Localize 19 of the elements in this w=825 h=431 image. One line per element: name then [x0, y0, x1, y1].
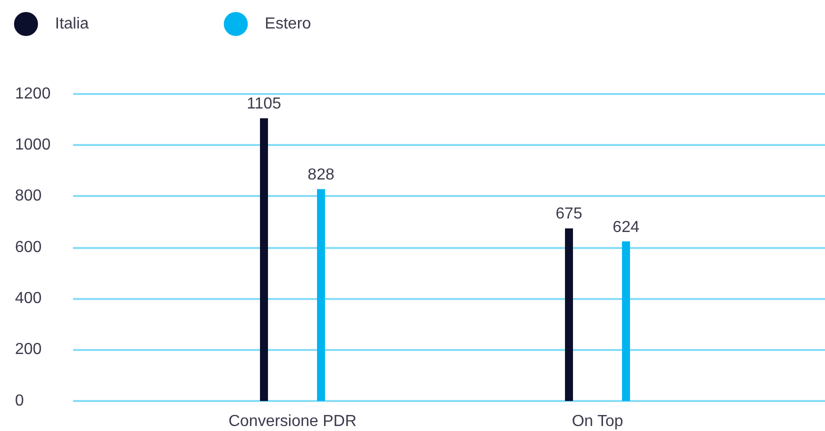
y-tick-label: 400 — [15, 290, 42, 308]
data-label: 624 — [612, 218, 640, 236]
y-tick-label: 200 — [15, 341, 42, 358]
x-tick-label: Conversione PDR — [228, 413, 357, 430]
y-tick-label: 800 — [15, 188, 42, 205]
y-tick-label: 600 — [15, 238, 42, 256]
x-tick-label: On Top — [572, 413, 624, 430]
bar — [260, 118, 268, 401]
bar — [317, 189, 326, 401]
data-label: 675 — [556, 206, 582, 223]
legend-label: Italia — [55, 15, 89, 32]
y-tick-label: 0 — [15, 392, 24, 410]
legend-label: Estero — [264, 15, 312, 32]
bar — [622, 241, 630, 401]
data-label: 1105 — [246, 96, 282, 113]
y-tick-label: 1200 — [15, 85, 51, 102]
y-tick-label: 1000 — [15, 136, 51, 154]
bar — [564, 228, 573, 401]
data-label: 828 — [308, 166, 334, 184]
